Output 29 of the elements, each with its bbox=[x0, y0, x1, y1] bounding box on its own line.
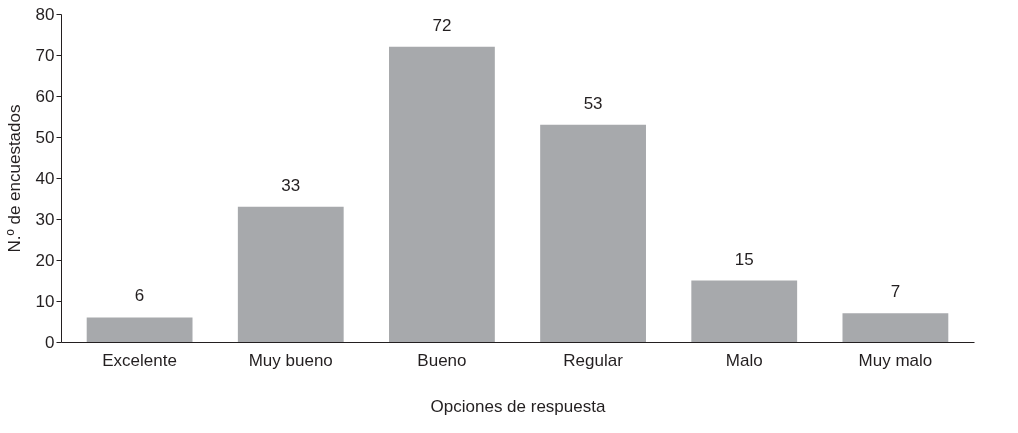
y-tick-label: 30 bbox=[35, 209, 55, 229]
bar bbox=[389, 46, 495, 342]
x-tick-label: Malo bbox=[725, 350, 763, 370]
y-tick-label: 80 bbox=[35, 4, 55, 24]
y-tick-label: 40 bbox=[35, 168, 55, 188]
x-tick-label: Muy bueno bbox=[248, 350, 333, 370]
y-tick-label: 60 bbox=[35, 86, 55, 106]
data-label: 6 bbox=[134, 286, 145, 306]
bar bbox=[842, 313, 949, 342]
bar bbox=[86, 317, 193, 342]
x-tick-label: Muy malo bbox=[858, 350, 933, 370]
y-tick-label: 10 bbox=[35, 291, 55, 311]
x-tick-label: Excelente bbox=[102, 350, 177, 370]
data-label: 15 bbox=[734, 249, 754, 269]
x-tick-label: Bueno bbox=[417, 350, 467, 370]
data-label: 53 bbox=[583, 93, 603, 113]
x-tick-label: Regular bbox=[563, 350, 624, 370]
y-tick-label: 20 bbox=[35, 250, 55, 270]
y-axis-title: N.º de encuestados bbox=[4, 104, 24, 253]
bar bbox=[540, 124, 646, 342]
y-tick-label: 50 bbox=[35, 127, 55, 147]
x-axis-title: Opciones de respuesta bbox=[430, 396, 606, 416]
data-label: 72 bbox=[432, 15, 452, 35]
y-tick-label: 0 bbox=[45, 332, 55, 352]
bar bbox=[237, 206, 344, 342]
data-label: 7 bbox=[890, 282, 901, 302]
y-tick-label: 70 bbox=[35, 45, 55, 65]
data-label: 33 bbox=[281, 175, 301, 195]
bar bbox=[691, 280, 798, 342]
